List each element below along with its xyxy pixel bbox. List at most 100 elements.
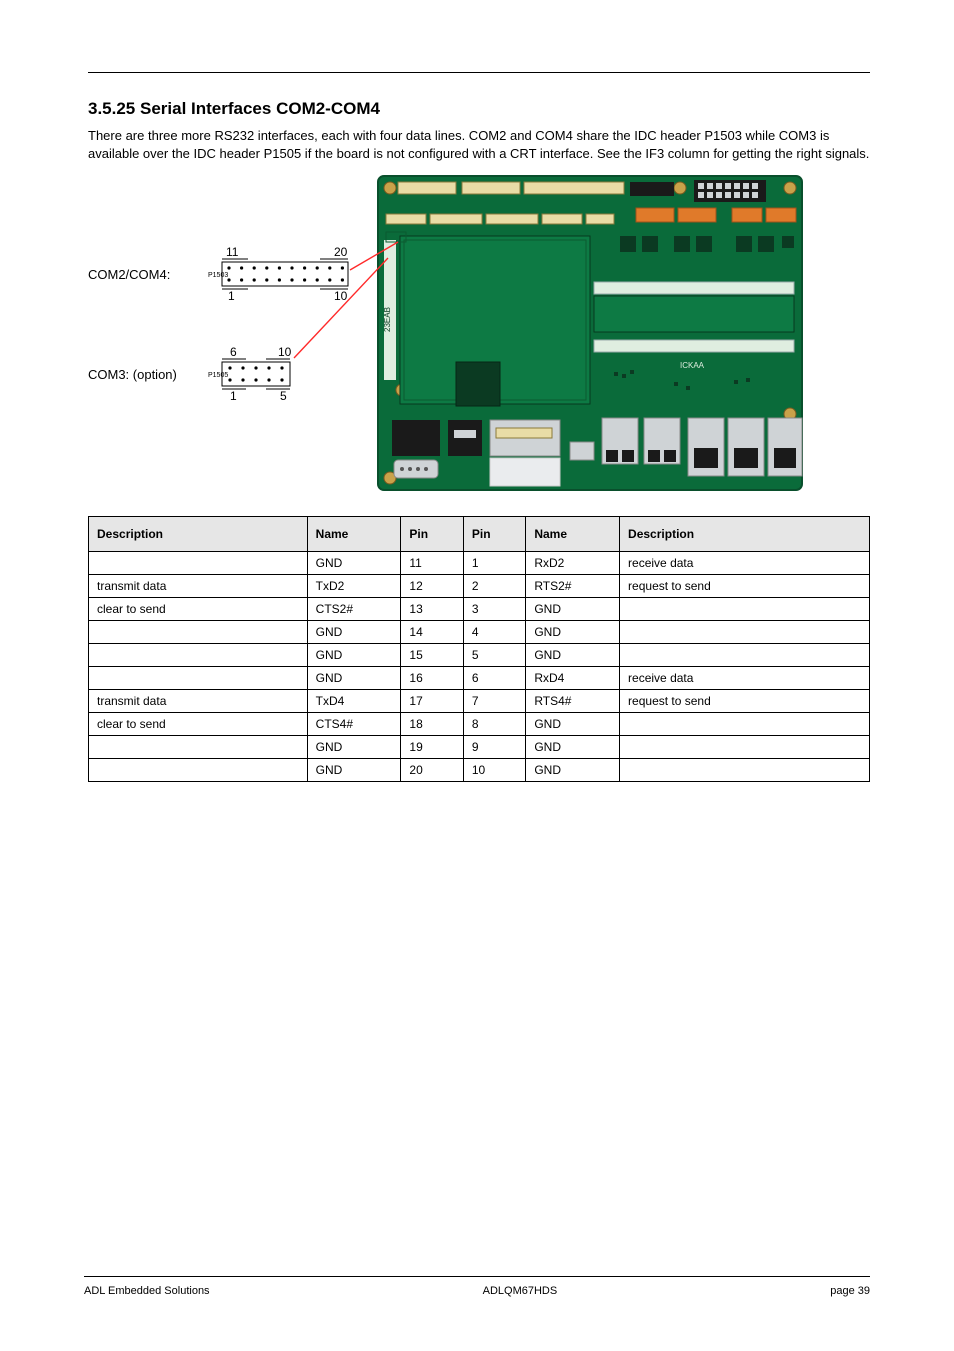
cell: 19 bbox=[401, 736, 463, 759]
cell: 5 bbox=[463, 644, 525, 667]
footer-left: ADL Embedded Solutions bbox=[84, 1285, 210, 1297]
cell: GND bbox=[307, 759, 401, 782]
cell: 10 bbox=[463, 759, 525, 782]
cell: clear to send bbox=[89, 713, 308, 736]
table-row: GND155GND bbox=[89, 644, 870, 667]
cell: TxD4 bbox=[307, 690, 401, 713]
pin-num: 5 bbox=[280, 389, 287, 402]
cell: 11 bbox=[401, 552, 463, 575]
board-svg: 23EAB ICKAA bbox=[374, 172, 806, 494]
footer-right: page 39 bbox=[830, 1285, 870, 1297]
cell: 16 bbox=[401, 667, 463, 690]
cell: 4 bbox=[463, 621, 525, 644]
th-desc-r: Description bbox=[620, 517, 870, 552]
pinout-com3-label: COM3: (option) bbox=[88, 367, 198, 382]
table-row: clear to sendCTS4#188GND bbox=[89, 713, 870, 736]
cell: 2 bbox=[463, 575, 525, 598]
figure-row: COM2/COM4: 11 20 P1503 bbox=[88, 172, 870, 494]
pin-num: 6 bbox=[230, 346, 237, 359]
board-column: 23EAB ICKAA bbox=[374, 172, 806, 494]
silk-label-2: ICKAA bbox=[680, 361, 705, 370]
cell: 17 bbox=[401, 690, 463, 713]
pinout-com24: COM2/COM4: 11 20 P1503 bbox=[88, 246, 366, 302]
cell: CTS2# bbox=[307, 598, 401, 621]
cell: receive data bbox=[620, 552, 870, 575]
th-name-r: Name bbox=[526, 517, 620, 552]
pin-num: 10 bbox=[334, 289, 348, 302]
footer-rule bbox=[84, 1276, 870, 1277]
table-row: GND166RxD4receive data bbox=[89, 667, 870, 690]
pinout-com24-label: COM2/COM4: bbox=[88, 267, 198, 282]
cell bbox=[620, 598, 870, 621]
cell: GND bbox=[526, 621, 620, 644]
cell: transmit data bbox=[89, 575, 308, 598]
th-name-l: Name bbox=[307, 517, 401, 552]
cell: RxD4 bbox=[526, 667, 620, 690]
cell: 15 bbox=[401, 644, 463, 667]
cell: GND bbox=[526, 644, 620, 667]
pin-table: Description Name Pin Pin Name Descriptio… bbox=[88, 516, 870, 782]
cell: RxD2 bbox=[526, 552, 620, 575]
cell: GND bbox=[526, 713, 620, 736]
cell: GND bbox=[526, 598, 620, 621]
cell: GND bbox=[307, 552, 401, 575]
table-row: GND144GND bbox=[89, 621, 870, 644]
cell bbox=[620, 621, 870, 644]
cell: request to send bbox=[620, 690, 870, 713]
cell: 7 bbox=[463, 690, 525, 713]
cell: request to send bbox=[620, 575, 870, 598]
pin-num: 11 bbox=[226, 246, 239, 259]
footer-center: ADLQM67HDS bbox=[483, 1285, 558, 1297]
cell: GND bbox=[526, 736, 620, 759]
cell: receive data bbox=[620, 667, 870, 690]
silk-label-1: 23EAB bbox=[383, 307, 392, 332]
cell bbox=[620, 713, 870, 736]
page-footer: ADL Embedded Solutions ADLQM67HDS page 3… bbox=[84, 1276, 870, 1297]
table-row: GND199GND bbox=[89, 736, 870, 759]
pinout-com3-ref: P1505 bbox=[208, 372, 228, 379]
cell: clear to send bbox=[89, 598, 308, 621]
pinout-com3-svg: 6 10 P1505 1 5 bbox=[208, 346, 318, 402]
th-pin-l: Pin bbox=[401, 517, 463, 552]
cell: 12 bbox=[401, 575, 463, 598]
cell: 1 bbox=[463, 552, 525, 575]
cell bbox=[620, 644, 870, 667]
th-desc-l: Description bbox=[89, 517, 308, 552]
table-row: GND111RxD2receive data bbox=[89, 552, 870, 575]
cell bbox=[620, 736, 870, 759]
cell: RTS4# bbox=[526, 690, 620, 713]
pinout-com24-svg: 11 20 P1503 bbox=[208, 246, 358, 302]
pin-num: 20 bbox=[334, 246, 348, 259]
th-pin-r: Pin bbox=[463, 517, 525, 552]
cell: RTS2# bbox=[526, 575, 620, 598]
cell bbox=[89, 736, 308, 759]
cell bbox=[89, 759, 308, 782]
section-paragraph: There are three more RS232 interfaces, e… bbox=[88, 127, 870, 162]
cell bbox=[89, 621, 308, 644]
pinout-com24-ref: P1503 bbox=[208, 272, 228, 279]
cell: 13 bbox=[401, 598, 463, 621]
table-body: GND111RxD2receive data transmit dataTxD2… bbox=[89, 552, 870, 782]
cell: 20 bbox=[401, 759, 463, 782]
top-rule bbox=[88, 72, 870, 73]
cell: 14 bbox=[401, 621, 463, 644]
table-row: transmit dataTxD4177RTS4#request to send bbox=[89, 690, 870, 713]
table-row: transmit dataTxD2122RTS2#request to send bbox=[89, 575, 870, 598]
cell bbox=[89, 644, 308, 667]
pinout-column: COM2/COM4: 11 20 P1503 bbox=[88, 172, 366, 446]
pinout-com3: COM3: (option) 6 10 P1505 1 5 bbox=[88, 346, 366, 402]
table-row: clear to sendCTS2#133GND bbox=[89, 598, 870, 621]
cell bbox=[89, 552, 308, 575]
section-title: 3.5.25 Serial Interfaces COM2-COM4 bbox=[88, 99, 870, 119]
table-header-row: Description Name Pin Pin Name Descriptio… bbox=[89, 517, 870, 552]
pin-num: 10 bbox=[278, 346, 292, 359]
cell: 6 bbox=[463, 667, 525, 690]
cell: 8 bbox=[463, 713, 525, 736]
cell: GND bbox=[307, 644, 401, 667]
cell: 3 bbox=[463, 598, 525, 621]
cell: GND bbox=[307, 621, 401, 644]
cell: TxD2 bbox=[307, 575, 401, 598]
cell: CTS4# bbox=[307, 713, 401, 736]
cell: GND bbox=[526, 759, 620, 782]
pin-num: 1 bbox=[230, 389, 237, 402]
